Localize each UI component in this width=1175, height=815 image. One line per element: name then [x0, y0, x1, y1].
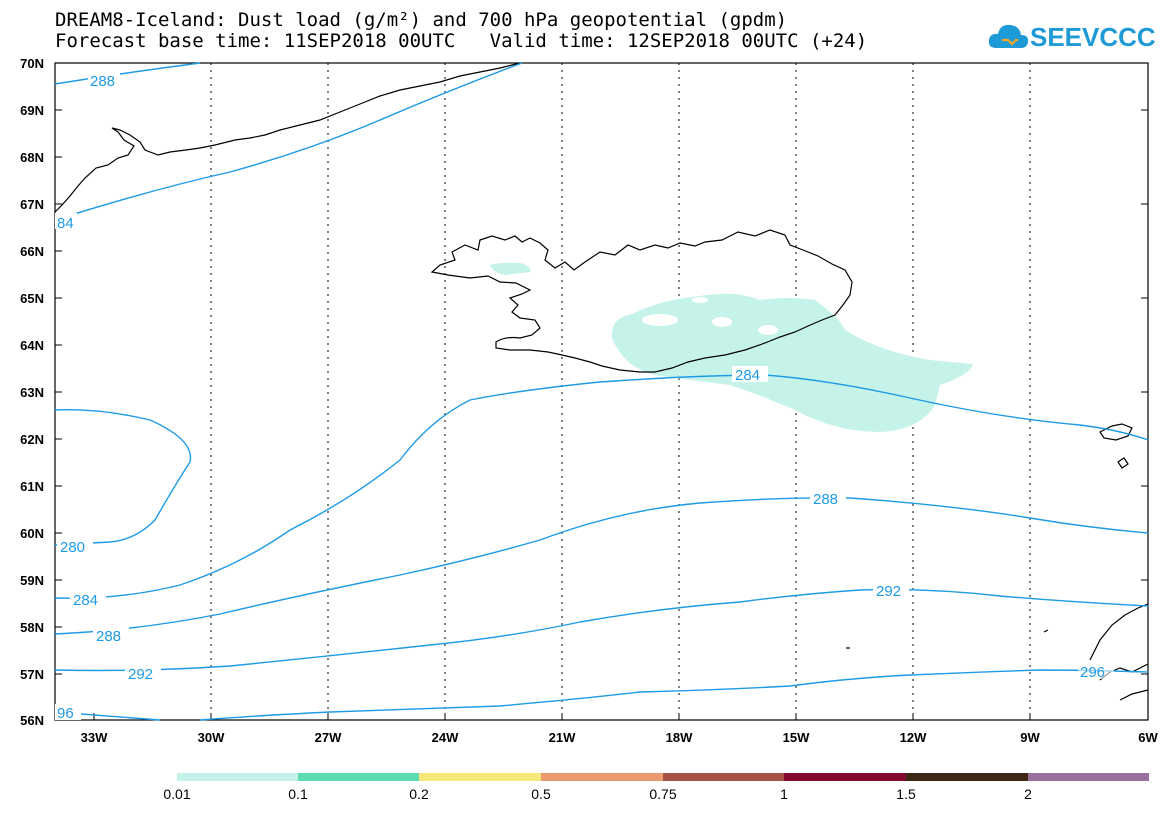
- lon-label: 18W: [665, 730, 693, 745]
- lat-label: 64N: [20, 338, 44, 353]
- lon-label: 9W: [1020, 730, 1040, 745]
- colorbar-swatch: [541, 773, 663, 781]
- seevccc-logo: SEEVCCC: [988, 18, 1156, 62]
- colorbar-label: 1: [780, 786, 788, 802]
- lat-label: 62N: [20, 432, 44, 447]
- lat-label: 56N: [20, 713, 44, 728]
- lon-label: 27W: [314, 730, 342, 745]
- colorbar-swatch: [419, 773, 541, 781]
- contour-label: 284: [735, 367, 760, 384]
- contour-label: 284: [73, 592, 98, 609]
- lat-label: 57N: [20, 667, 44, 682]
- geopotential-contours: [54, 62, 1149, 721]
- colorbar-swatch: [1028, 773, 1149, 781]
- colorbar-label: 0.1: [288, 786, 308, 802]
- lat-label: 66N: [20, 244, 44, 259]
- colorbar-swatch: [177, 773, 298, 781]
- contour-label: 296: [1080, 664, 1105, 681]
- colorbar-swatch: [906, 773, 1028, 781]
- lon-label: 33W: [80, 730, 108, 745]
- colorbar-label: 2: [1024, 786, 1032, 802]
- contour-label: 288: [813, 491, 838, 508]
- contour-label: 280: [60, 539, 85, 556]
- colorbar: [177, 773, 1149, 781]
- lat-label: 63N: [20, 385, 44, 400]
- contour-label: 288: [96, 628, 121, 645]
- contour-labels: 288 84 280 284 284 288 288 292 292 296 9…: [55, 72, 1114, 722]
- lon-label: 15W: [782, 730, 810, 745]
- lat-label: 60N: [20, 526, 44, 541]
- colorbar-swatch: [663, 773, 784, 781]
- lat-label: 65N: [20, 291, 44, 306]
- axis-ticks: [55, 62, 1148, 720]
- lat-label: 68N: [20, 150, 44, 165]
- map-frame: [54, 62, 1149, 721]
- lon-label: 12W: [899, 730, 927, 745]
- lat-label: 59N: [20, 573, 44, 588]
- lon-label: 6W: [1138, 730, 1158, 745]
- dust-load-area: [490, 262, 973, 432]
- colorbar-swatch: [784, 773, 906, 781]
- contour-label: 84: [57, 215, 74, 232]
- lat-label: 61N: [20, 479, 44, 494]
- lat-label: 58N: [20, 620, 44, 635]
- dust-gaps: [642, 297, 778, 335]
- lat-label: 67N: [20, 197, 44, 212]
- colorbar-label: 0.5: [531, 786, 551, 802]
- lat-label: 69N: [20, 103, 44, 118]
- grid-lines: [210, 63, 1031, 720]
- cloud-icon: [988, 24, 1029, 48]
- lon-label: 24W: [431, 730, 459, 745]
- colorbar-label: 0.75: [649, 786, 677, 802]
- colorbar-swatch: [298, 773, 419, 781]
- logo-text: SEEVCCC: [1030, 22, 1156, 52]
- lat-label: 70N: [20, 56, 44, 71]
- map-title-line2: Forecast base time: 11SEP2018 00UTC Vali…: [55, 30, 868, 52]
- map-title-line1: DREAM8-Iceland: Dust load (g/m²) and 700…: [55, 9, 788, 31]
- colorbar-label: 1.5: [896, 786, 916, 802]
- lon-label: 21W: [548, 730, 576, 745]
- colorbar-label: 0.2: [409, 786, 429, 802]
- contour-label: 288: [90, 73, 115, 90]
- contour-label: 96: [57, 705, 74, 722]
- contour-label: 292: [876, 583, 901, 600]
- contour-label: 292: [128, 666, 153, 683]
- lon-label: 30W: [197, 730, 225, 745]
- colorbar-label: 0.01: [163, 786, 191, 802]
